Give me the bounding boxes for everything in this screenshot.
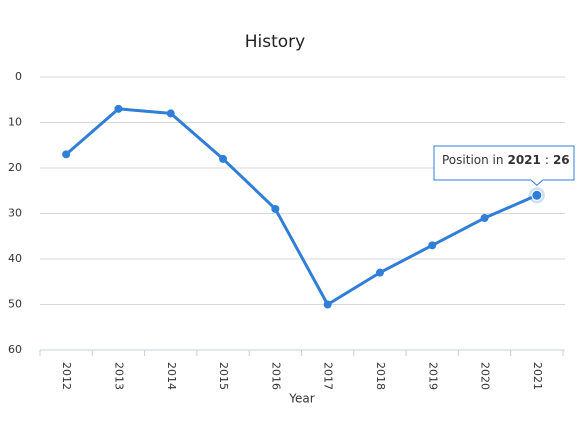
x-tick-label: 2015 <box>217 362 230 390</box>
x-tick-label: 2018 <box>374 362 387 390</box>
data-point <box>480 214 489 223</box>
x-axis-title: Year <box>288 392 314 406</box>
x-tick-label: 2020 <box>479 362 492 390</box>
data-point <box>531 189 543 201</box>
x-tick-label: 2012 <box>60 362 73 390</box>
y-tick-label: 50 <box>8 298 22 311</box>
data-point <box>62 150 71 159</box>
tooltip-separator: : <box>545 153 549 167</box>
x-tick-label: 2019 <box>426 362 439 390</box>
data-point <box>166 109 175 118</box>
y-tick-label: 0 <box>15 70 22 83</box>
x-tick-label: 2016 <box>269 362 282 390</box>
data-point <box>219 154 228 163</box>
y-tick-label: 30 <box>8 207 22 220</box>
data-point <box>375 268 384 277</box>
y-tick-label: 20 <box>8 161 22 174</box>
tooltip-box <box>433 145 575 186</box>
x-tick-label: 2021 <box>531 362 544 390</box>
tooltip-label: Position in <box>442 153 503 167</box>
data-point <box>271 204 280 213</box>
x-tick-label: 2014 <box>165 362 178 390</box>
x-tick-label: 2017 <box>322 362 335 390</box>
data-point <box>323 300 332 309</box>
tooltip-value: 26 <box>553 153 570 167</box>
chart-title: History <box>245 32 305 52</box>
data-point <box>114 104 123 113</box>
tooltip-text: Position in 2021:26 <box>442 153 570 167</box>
x-tick-label: 2013 <box>112 362 125 390</box>
tooltip: Position in 2021:26 <box>433 145 575 186</box>
y-tick-label: 60 <box>8 343 22 356</box>
data-point <box>428 241 437 250</box>
series-line <box>65 107 538 306</box>
tooltip-category: 2021 <box>507 153 540 167</box>
y-tick-label: 10 <box>8 116 22 129</box>
y-tick-label: 40 <box>8 252 22 265</box>
